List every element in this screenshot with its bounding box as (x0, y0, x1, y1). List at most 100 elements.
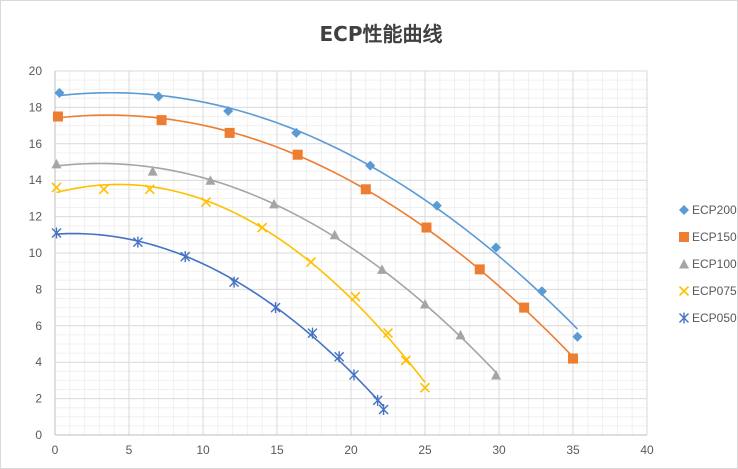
data-point-ecp200 (491, 242, 502, 253)
trendline-ecp050 (56, 232, 385, 407)
x-tick-label: 25 (418, 443, 432, 457)
data-point-ecp100 (51, 158, 62, 169)
diamond-marker-shape (365, 160, 376, 171)
triangle-marker-shape (377, 264, 388, 274)
series-ecp050 (51, 227, 389, 416)
x-marker-stroke (51, 182, 62, 193)
legend-entry-ecp200: ECP200 (679, 203, 737, 217)
data-point-ecp100 (269, 198, 280, 209)
x-tick-label: 0 (52, 443, 59, 457)
square-marker-shape (421, 222, 432, 233)
data-point-ecp150 (568, 353, 578, 364)
data-point-ecp075 (98, 184, 109, 195)
data-point-ecp200 (291, 127, 302, 138)
triangle-marker-shape (51, 158, 62, 169)
y-tick-label: 14 (29, 173, 43, 187)
square-marker-shape (360, 184, 371, 195)
legend-label: ECP100 (692, 257, 737, 271)
square-marker-shape (52, 111, 63, 122)
data-point-ecp200 (153, 91, 164, 102)
series-ecp200 (54, 87, 583, 342)
data-point-ecp050 (334, 351, 345, 363)
square-marker-shape (679, 232, 689, 242)
data-point-ecp150 (360, 184, 371, 195)
x-tick-label: 5 (126, 443, 133, 457)
y-tick-label: 2 (35, 392, 42, 406)
series-ecp150 (52, 111, 578, 364)
series-layer (51, 87, 583, 416)
data-point-ecp050 (307, 327, 318, 339)
data-point-ecp050 (378, 404, 389, 416)
x-marker-stroke (144, 184, 155, 195)
diamond-marker-shape (491, 242, 502, 253)
x-tick-label: 20 (344, 443, 358, 457)
data-point-ecp075 (305, 257, 317, 268)
data-point-ecp050 (372, 394, 383, 406)
data-point-ecp050 (51, 227, 62, 239)
data-point-ecp075 (51, 182, 62, 193)
x-tick-label: 10 (196, 443, 210, 457)
square-marker-shape (474, 264, 485, 275)
data-point-ecp075 (382, 328, 394, 339)
data-point-ecp200 (365, 160, 376, 171)
legend-label: ECP050 (692, 311, 737, 325)
data-point-ecp050 (348, 369, 359, 381)
legend-entry-ecp075: ECP075 (678, 284, 737, 298)
data-point-ecp050 (229, 276, 240, 288)
legend-label: ECP150 (692, 230, 737, 244)
data-point-ecp200 (431, 200, 442, 211)
legend-marker-ecp150 (679, 232, 689, 242)
data-point-ecp100 (420, 298, 430, 309)
triangle-marker-shape (491, 369, 502, 380)
y-tick-label: 20 (29, 64, 43, 78)
square-marker-shape (519, 302, 530, 313)
trendline-ecp200 (59, 91, 579, 330)
data-point-ecp075 (144, 184, 155, 195)
y-tick-label: 0 (35, 428, 42, 442)
series-ecp100 (51, 158, 502, 380)
legend-marker-ecp100 (679, 259, 689, 269)
trendline-ecp075 (56, 183, 426, 383)
data-point-ecp150 (224, 127, 235, 138)
triangle-marker-shape (205, 175, 216, 185)
data-point-ecp100 (491, 369, 502, 380)
square-marker-shape (156, 115, 167, 126)
y-tick-label: 8 (35, 282, 42, 296)
diamond-marker-shape (54, 87, 65, 98)
legend-marker-ecp200 (679, 205, 689, 215)
data-point-ecp075 (419, 382, 431, 393)
diamond-marker-shape (291, 127, 302, 138)
data-point-ecp150 (52, 111, 63, 122)
x-marker-stroke (200, 196, 212, 208)
trendline-ecp150 (57, 114, 574, 358)
data-point-ecp150 (421, 222, 432, 233)
x-marker-stroke (419, 382, 431, 393)
data-point-ecp100 (455, 329, 466, 340)
legend-label: ECP075 (692, 284, 737, 298)
diamond-marker-shape (572, 331, 583, 342)
data-point-ecp150 (474, 264, 485, 275)
x-tick-label: 30 (492, 443, 506, 457)
data-point-ecp150 (292, 149, 303, 160)
grid-layer (54, 70, 648, 436)
data-point-ecp075 (350, 291, 361, 302)
data-point-ecp200 (572, 331, 583, 342)
data-point-ecp100 (377, 264, 388, 274)
data-point-ecp100 (329, 229, 340, 240)
triangle-marker-shape (329, 229, 340, 240)
diamond-marker-shape (679, 205, 689, 215)
square-marker-shape (568, 353, 578, 364)
triangle-marker-shape (147, 166, 158, 176)
data-point-ecp150 (519, 302, 530, 313)
x-marker-stroke (98, 184, 109, 195)
x-marker-stroke (350, 291, 361, 302)
data-point-ecp075 (200, 196, 212, 208)
triangle-marker-shape (679, 259, 689, 269)
trendline-ecp100 (56, 162, 497, 373)
data-point-ecp075 (400, 355, 411, 366)
x-tick-label: 40 (640, 443, 654, 457)
axis-layer: 0 5 10 15 20 25 30 35 40 0 2 4 6 8 10 12 14 16 18 20 (29, 64, 654, 457)
x-marker-stroke (305, 257, 317, 268)
